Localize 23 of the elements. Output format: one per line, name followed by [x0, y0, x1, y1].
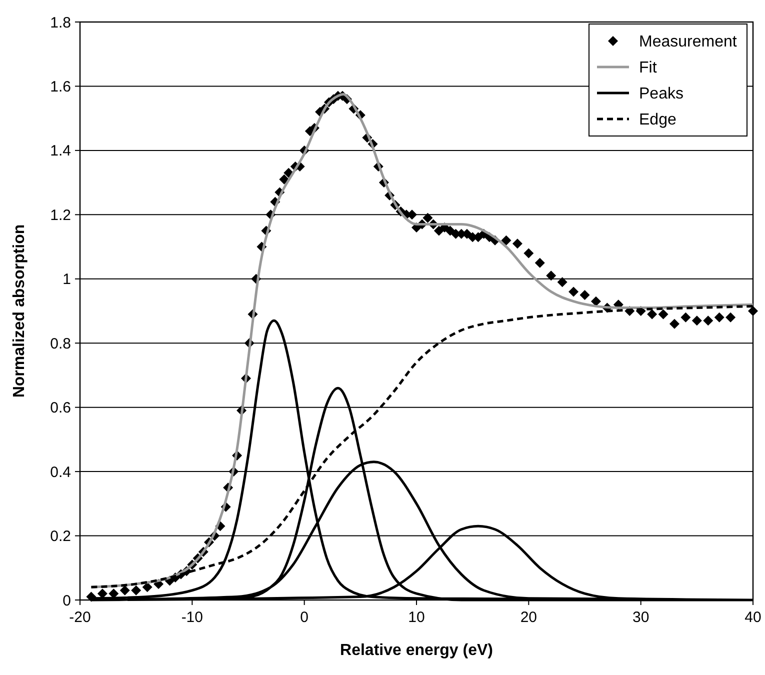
- y-tick-label: 1: [62, 271, 71, 288]
- y-tick-label: 1.6: [50, 78, 71, 96]
- y-tick-label: 0.4: [50, 464, 71, 481]
- y-axis-title: Normalized absorption: [11, 224, 28, 398]
- x-tick-label: 30: [632, 609, 650, 626]
- legend-label: Fit: [639, 60, 658, 77]
- x-axis-title: Relative energy (eV): [340, 642, 493, 659]
- legend-label: Peaks: [639, 86, 684, 103]
- y-tick-label: 1.8: [50, 14, 71, 32]
- y-tick-label: 1.4: [50, 142, 71, 160]
- legend-label: Measurement: [639, 34, 738, 51]
- x-tick-label: -10: [181, 609, 204, 626]
- legend-label: Edge: [639, 112, 676, 129]
- y-tick-label: 0.6: [50, 400, 71, 417]
- y-tick-label: 0.8: [50, 335, 71, 352]
- x-tick-label: 0: [300, 609, 309, 626]
- x-tick-label: -20: [69, 609, 91, 626]
- x-tick-label: 10: [408, 609, 425, 626]
- x-tick-label: 40: [744, 609, 762, 626]
- x-tick-label: 20: [520, 609, 538, 626]
- y-tick-label: 1.2: [50, 206, 71, 224]
- y-tick-label: 0: [62, 592, 71, 610]
- y-tick-label: 0.2: [50, 528, 71, 546]
